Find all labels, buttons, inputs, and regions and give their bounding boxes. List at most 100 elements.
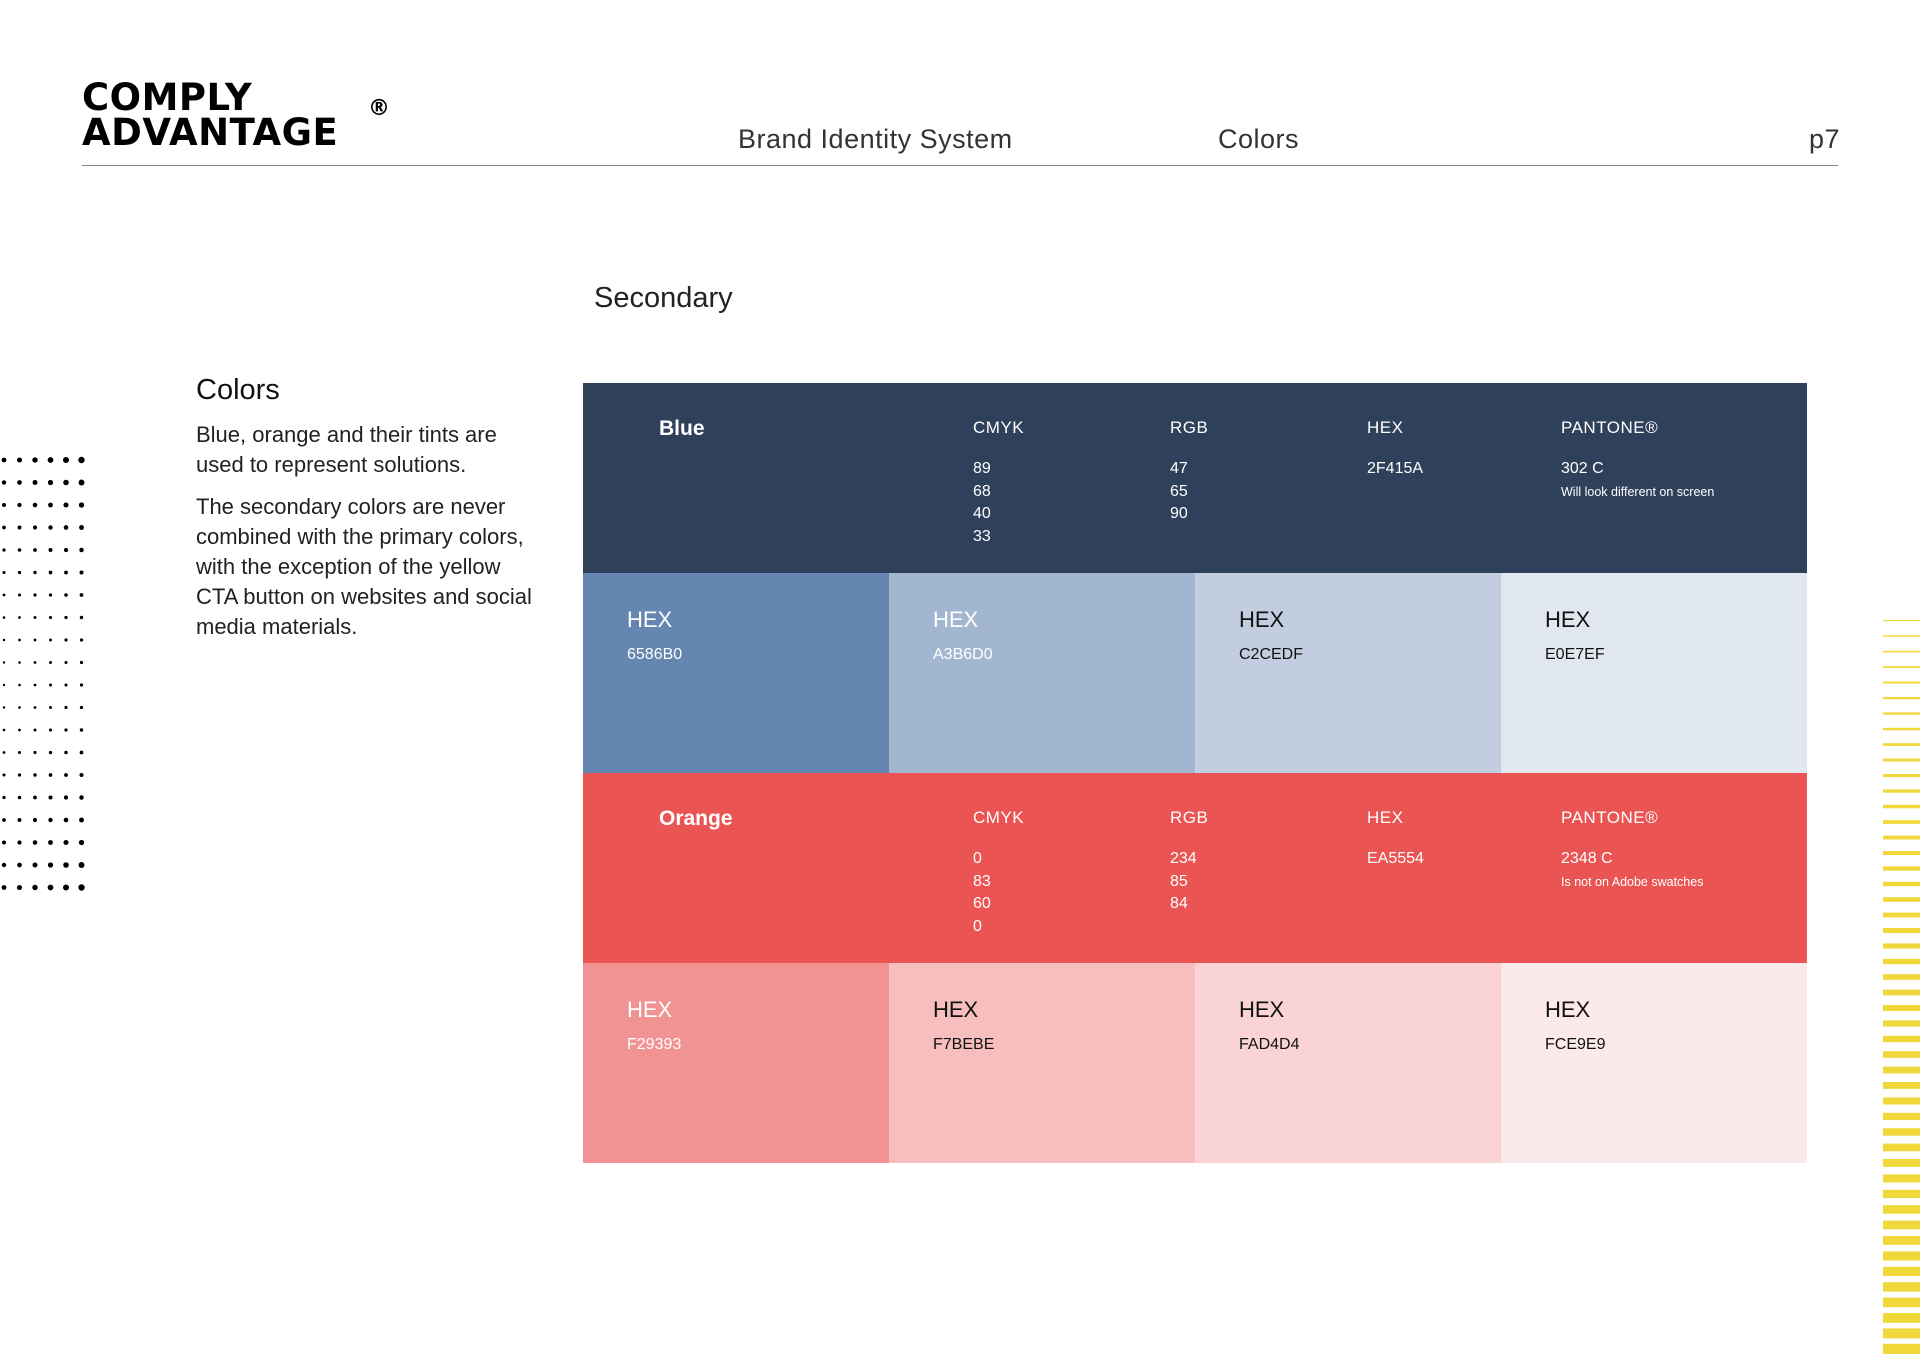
- halftone-dot: [2, 773, 6, 777]
- cmyk-k: 0: [973, 917, 982, 935]
- tint-hex-label: HEX: [933, 997, 979, 1022]
- rgb-label: RGB: [1170, 808, 1209, 827]
- hex-value: 2F415A: [1367, 460, 1424, 477]
- blue-tint-swatch: HEX E0E7EF: [1501, 573, 1807, 773]
- halftone-dot: [63, 502, 69, 508]
- halftone-dot: [78, 456, 85, 464]
- yellow-stripe: [1883, 1282, 1920, 1292]
- cmyk-y: 40: [973, 505, 991, 522]
- cmyk-k: 33: [973, 527, 991, 545]
- tint-hex-label: HEX: [1545, 997, 1591, 1022]
- rgb-g: 85: [1170, 872, 1188, 890]
- halftone-dot: [18, 751, 21, 754]
- logo-line-1: COMPLY: [82, 76, 253, 119]
- hex-value: EA5554: [1367, 850, 1424, 867]
- blue-name: Blue: [659, 417, 705, 440]
- yellow-stripe: [1883, 881, 1920, 887]
- halftone-dot: [18, 706, 21, 709]
- halftone-dot: [62, 884, 70, 891]
- blue-tint-swatch: HEX A3B6D0: [889, 573, 1195, 773]
- halftone-dot: [1, 457, 7, 463]
- halftone-dot: [48, 795, 53, 800]
- halftone-dot: [64, 705, 68, 710]
- halftone-dot: [79, 728, 84, 732]
- halftone-dot: [79, 660, 84, 665]
- rgb-b: 84: [1170, 895, 1188, 912]
- halftone-dot: [47, 862, 54, 868]
- rgb-g: 65: [1170, 482, 1188, 500]
- orange-tints-row: HEX F29393 HEX F7BEBE HEX FAD4D4 HEX FCE…: [583, 963, 1807, 1163]
- halftone-dot: [1, 502, 7, 508]
- halftone-dot: [48, 773, 53, 777]
- registered-mark: ®: [368, 96, 391, 121]
- halftone-dot: [32, 480, 38, 485]
- halftone-dot: [2, 570, 6, 575]
- halftone-dot: [79, 615, 84, 620]
- halftone-dot: [79, 750, 84, 755]
- halftone-dot: [48, 840, 53, 845]
- halftone-dot: [2, 593, 6, 597]
- page-number: p7: [1809, 124, 1841, 154]
- halftone-dot: [64, 660, 68, 665]
- yellow-stripe: [1883, 620, 1920, 622]
- yellow-stripe: [1883, 928, 1920, 933]
- tint-hex-label: HEX: [1545, 607, 1591, 632]
- halftone-dot: [32, 502, 38, 508]
- halftone-dot: [64, 728, 68, 732]
- cmyk-label: CMYK: [973, 418, 1025, 437]
- halftone-dot: [48, 502, 53, 508]
- halftone-dot: [49, 661, 52, 664]
- halftone-dot: [78, 839, 85, 846]
- yellow-stripe: [1883, 912, 1920, 918]
- yellow-stripe-pattern: [1883, 620, 1920, 1354]
- tint-hex-value: E0E7EF: [1545, 646, 1605, 663]
- halftone-dot: [18, 728, 21, 732]
- yellow-stripe: [1883, 1297, 1920, 1308]
- halftone-dot: [48, 750, 53, 755]
- yellow-stripe: [1883, 666, 1920, 668]
- yellow-stripe: [1883, 1005, 1920, 1011]
- yellow-stripe: [1883, 1205, 1920, 1214]
- halftone-dot: [48, 728, 53, 732]
- pantone-value: 2348 C: [1561, 850, 1613, 867]
- yellow-stripe: [1883, 1082, 1920, 1089]
- yellow-stripe: [1883, 804, 1920, 809]
- yellow-stripe: [1883, 635, 1920, 637]
- tint-hex-value: 6586B0: [627, 646, 683, 663]
- orange-main-swatch: Orange CMYK 0 83 60 0 RGB 234 85 84 HEX …: [583, 773, 1807, 963]
- blue-tint-swatch: HEX 6586B0: [583, 573, 889, 773]
- halftone-dot: [48, 525, 53, 530]
- halftone-dot: [18, 683, 21, 687]
- halftone-dot: [18, 593, 21, 597]
- yellow-stripe: [1883, 743, 1920, 746]
- yellow-stripe: [1883, 712, 1920, 715]
- blue-tint-swatch: HEX C2CEDF: [1195, 573, 1501, 773]
- halftone-dot: [16, 884, 23, 891]
- yellow-stripe: [1883, 1189, 1920, 1199]
- yellow-stripe: [1883, 1174, 1920, 1183]
- halftone-dot: [33, 795, 37, 800]
- tint-hex-label: HEX: [627, 997, 673, 1022]
- cmyk-y: 60: [973, 895, 991, 912]
- yellow-stripe: [1883, 974, 1920, 980]
- halftone-dot: [17, 502, 22, 508]
- halftone-dot: [78, 862, 85, 868]
- halftone-dot: [63, 479, 69, 486]
- tint-hex-value: C2CEDF: [1239, 646, 1304, 663]
- orange-tint-swatch: HEX F29393: [583, 963, 889, 1163]
- halftone-dot: [64, 593, 68, 597]
- yellow-stripe: [1883, 943, 1920, 949]
- section-name: Colors: [1218, 124, 1300, 154]
- yellow-stripe: [1883, 1066, 1920, 1074]
- halftone-dot: [64, 615, 68, 620]
- halftone-dot: [2, 525, 6, 530]
- rgb-b: 90: [1170, 505, 1188, 522]
- blue-rgb-spec: RGB 47 65 90: [1170, 418, 1208, 526]
- rgb-label: RGB: [1170, 418, 1209, 437]
- halftone-dot: [2, 683, 6, 687]
- halftone-dot: [16, 457, 23, 463]
- orange-tint-swatch: HEX F7BEBE: [889, 963, 1195, 1163]
- yellow-stripe: [1883, 758, 1920, 762]
- yellow-stripe: [1883, 1328, 1920, 1339]
- yellow-stripe: [1883, 727, 1920, 731]
